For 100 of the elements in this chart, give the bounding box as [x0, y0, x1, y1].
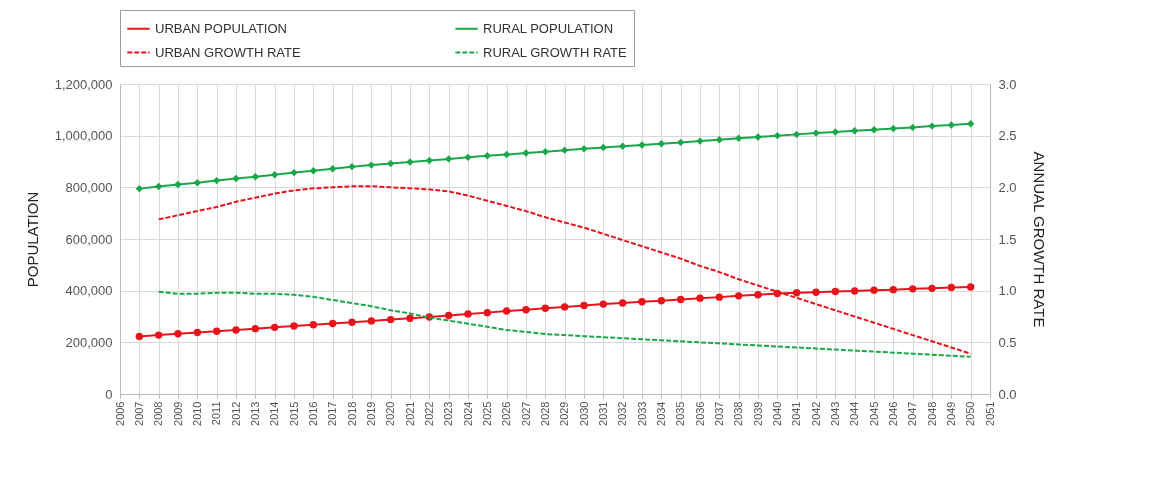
y-tick-label: 0 — [105, 386, 113, 402]
point — [270, 323, 279, 332]
x-tick-label: 2051 — [983, 401, 996, 426]
point — [850, 287, 859, 295]
point — [676, 138, 685, 147]
point — [367, 161, 376, 169]
point — [135, 184, 144, 193]
point — [328, 165, 337, 173]
y-tick-label: 1,000,000 — [54, 128, 113, 144]
point — [928, 284, 936, 293]
point — [232, 326, 240, 334]
point — [386, 315, 395, 324]
point — [348, 318, 356, 326]
point — [174, 180, 182, 189]
point — [889, 124, 898, 133]
point — [580, 301, 588, 310]
point — [908, 285, 917, 293]
point — [193, 178, 202, 187]
point — [657, 297, 666, 305]
x-tick-label: 2017 — [326, 401, 339, 426]
y-tick-label: 200,000 — [65, 334, 113, 350]
x-tick-label: 2030 — [577, 401, 590, 426]
x-tick-label: 2041 — [790, 401, 803, 426]
x-tick-label: 2044 — [848, 401, 861, 426]
point — [290, 322, 298, 330]
x-tick-label: 2046 — [886, 401, 899, 426]
point — [773, 131, 782, 140]
point — [135, 332, 144, 341]
point — [541, 147, 550, 156]
point — [599, 300, 608, 308]
point — [599, 143, 608, 152]
x-tick-label: 2025 — [480, 401, 493, 426]
point — [870, 126, 878, 134]
x-tick-label: 2042 — [809, 401, 822, 426]
y-axis-title: POPULATION — [23, 191, 41, 288]
x-tick-label: 2013 — [248, 401, 261, 426]
x-tick-label: 2010 — [190, 401, 203, 426]
point — [232, 174, 240, 183]
x-tick-label: 2034 — [654, 401, 667, 426]
point — [657, 139, 666, 148]
point — [367, 317, 376, 325]
point — [348, 162, 356, 171]
point — [406, 314, 414, 323]
point — [483, 152, 492, 160]
x-tick-label: 2049 — [944, 401, 957, 426]
point — [154, 182, 163, 191]
point — [618, 142, 627, 150]
legend-label: RURAL GROWTH RATE — [483, 44, 628, 60]
point — [754, 291, 762, 299]
y-tick-label: 800,000 — [65, 179, 113, 195]
x-tick-label: 2040 — [770, 401, 783, 426]
x-tick-label: 2048 — [925, 401, 938, 426]
x-tick-label: 2031 — [596, 401, 609, 426]
point — [193, 328, 202, 337]
x-tick-label: 2047 — [906, 401, 919, 426]
x-tick-label: 2015 — [287, 401, 300, 426]
y2-tick-label: 2.0 — [998, 179, 1017, 195]
point — [483, 308, 492, 317]
x-tick-label: 2021 — [403, 401, 416, 426]
point — [444, 311, 453, 320]
point — [734, 134, 743, 142]
x-tick-label: 2009 — [171, 401, 184, 426]
y-tick-label: 600,000 — [65, 231, 113, 247]
x-tick-label: 2007 — [132, 401, 145, 426]
x-tick-label: 2050 — [964, 401, 977, 426]
point — [966, 120, 975, 128]
point — [947, 283, 956, 292]
point — [212, 176, 221, 185]
point — [502, 150, 511, 159]
point — [502, 307, 511, 315]
point — [154, 331, 163, 339]
point — [715, 293, 724, 301]
point — [812, 288, 820, 296]
point — [541, 304, 550, 312]
point — [328, 319, 337, 328]
x-tick-label: 2038 — [732, 401, 745, 426]
point — [270, 170, 279, 179]
point — [676, 295, 685, 304]
x-tick-label: 2011 — [210, 401, 223, 426]
point — [174, 330, 182, 338]
y2-axis-title: ANNUAL GROWTH RATE — [1030, 151, 1048, 328]
point — [444, 155, 453, 163]
legend-label: URBAN GROWTH RATE — [155, 44, 301, 60]
x-tick-label: 2028 — [538, 401, 551, 426]
point — [309, 321, 318, 329]
x-tick-label: 2027 — [519, 401, 532, 426]
y2-tick-label: 1.5 — [998, 231, 1017, 247]
x-tick-label: 2029 — [558, 401, 571, 426]
point — [618, 299, 627, 307]
point — [850, 127, 859, 135]
y-tick-label: 400,000 — [65, 283, 113, 299]
x-tick-label: 2020 — [384, 401, 397, 426]
line-series — [157, 290, 972, 358]
point — [464, 153, 472, 162]
x-tick-label: 2032 — [616, 401, 629, 426]
y2-tick-label: 0.0 — [998, 386, 1017, 402]
point — [831, 128, 840, 136]
point — [831, 287, 840, 296]
x-tick-label: 2018 — [345, 401, 358, 426]
point — [212, 327, 221, 335]
